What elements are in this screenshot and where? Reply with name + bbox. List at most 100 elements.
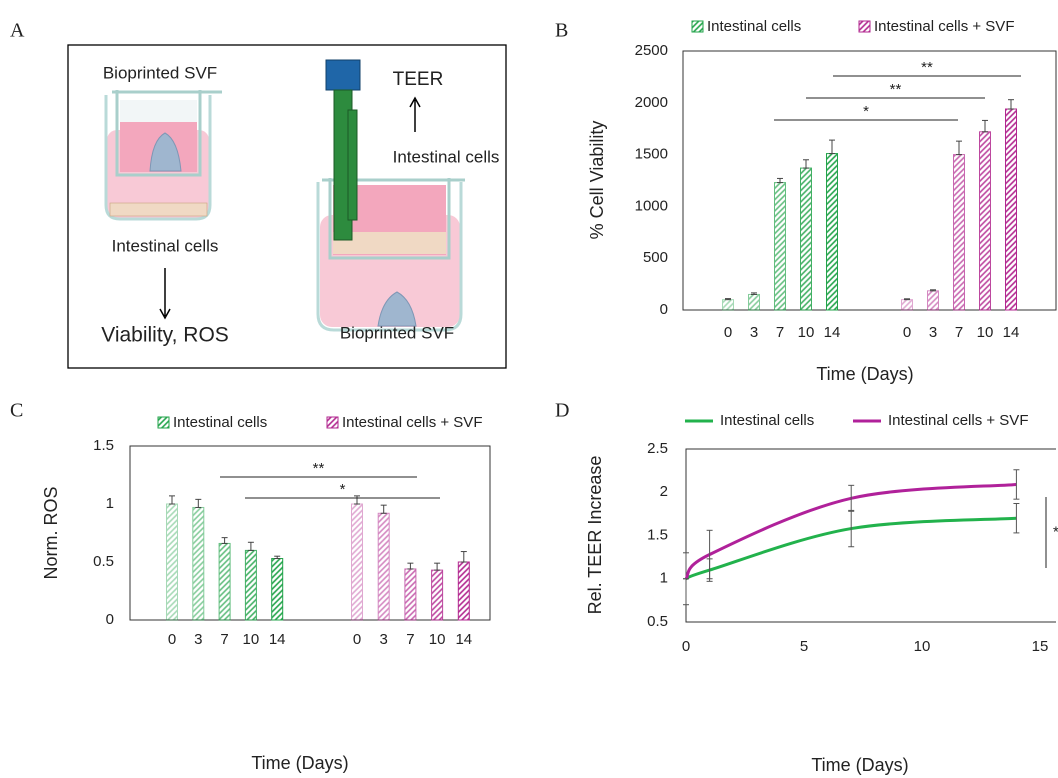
legend-label: Intestinal cells <box>707 18 801 35</box>
significance-label: * <box>1053 523 1058 540</box>
legend-swatch <box>858 20 871 33</box>
x-axis-label: Time (Days) <box>811 755 908 775</box>
x-tick-label: 10 <box>243 631 260 648</box>
bar <box>927 290 939 311</box>
bar <box>826 153 838 311</box>
bar <box>377 512 390 621</box>
significance-label: ** <box>890 81 902 98</box>
error-bar <box>434 562 441 571</box>
y-tick-label: 1000 <box>635 197 668 214</box>
error-bar <box>956 140 962 156</box>
legend-label: Intestinal cells + SVF <box>888 412 1028 429</box>
well <box>104 95 212 221</box>
x-tick-label: 3 <box>750 324 758 341</box>
x-axis-label: Time (Days) <box>816 364 913 384</box>
electrode-head <box>325 59 361 91</box>
x-tick-label: 10 <box>798 324 815 341</box>
series-line <box>684 482 1017 580</box>
bar <box>404 568 417 621</box>
cells <box>333 232 446 254</box>
error-bar <box>904 298 910 301</box>
y-tick-label: 0 <box>106 611 114 628</box>
diagram-label: Intestinal cells <box>112 236 219 255</box>
error-bar <box>221 537 228 544</box>
x-tick-label: 7 <box>955 324 963 341</box>
error-bar <box>829 139 835 155</box>
bar <box>271 558 284 621</box>
y-tick-label: 500 <box>643 249 668 266</box>
y-tick-label: 2.5 <box>647 440 668 457</box>
insert-wall <box>112 90 222 177</box>
bioprinted-svf <box>377 291 417 327</box>
x-tick-label: 15 <box>1032 638 1049 655</box>
bar <box>774 182 786 311</box>
x-tick-label: 14 <box>455 631 472 648</box>
panel-label: A <box>10 20 25 42</box>
x-tick-label: 14 <box>1003 324 1020 341</box>
diagram-label: TEER <box>393 69 444 90</box>
diagram-label: Bioprinted SVF <box>340 323 454 342</box>
y-tick-label: 1500 <box>635 146 668 163</box>
error-bar <box>777 177 783 184</box>
bar <box>748 293 760 311</box>
y-tick-label: 0.5 <box>93 553 114 570</box>
y-tick-label: 1.5 <box>647 526 668 543</box>
x-tick-label: 3 <box>380 631 388 648</box>
legend-label: Intestinal cells + SVF <box>874 18 1014 35</box>
error-bar <box>169 495 175 505</box>
significance-label: ** <box>313 460 325 477</box>
error-bar <box>706 529 713 580</box>
bar <box>457 561 470 621</box>
x-tick-label: 10 <box>977 324 994 341</box>
y-tick-label: 2500 <box>635 42 668 59</box>
bar <box>351 503 363 621</box>
legend-label: Intestinal cells <box>720 412 814 429</box>
bar <box>218 542 231 621</box>
error-bar <box>930 289 936 292</box>
x-tick-label: 0 <box>353 631 361 648</box>
x-tick-label: 10 <box>429 631 446 648</box>
legend-swatch <box>326 416 339 429</box>
x-tick-label: 14 <box>824 324 841 341</box>
legend-swatch <box>157 416 170 429</box>
diagram-label: Intestinal cells <box>393 147 500 166</box>
error-bar <box>380 504 387 514</box>
bar <box>192 506 205 621</box>
error-bar <box>982 119 988 133</box>
error-bar <box>848 484 855 512</box>
error-bar <box>1013 469 1020 500</box>
significance-label: * <box>863 103 869 120</box>
plot-frame <box>129 445 491 621</box>
x-tick-label: 7 <box>220 631 228 648</box>
bar <box>800 167 812 311</box>
error-bar <box>354 495 360 505</box>
bar <box>901 299 913 311</box>
y-tick-label: 2 <box>660 483 668 500</box>
bar <box>722 299 734 311</box>
y-tick-label: 1 <box>106 495 114 512</box>
y-tick-label: 0.5 <box>647 613 668 630</box>
x-tick-label: 0 <box>724 324 732 341</box>
x-tick-label: 14 <box>269 631 286 648</box>
diagram-label: Bioprinted SVF <box>103 63 217 82</box>
diagram-frame <box>67 44 507 369</box>
y-tick-label: 2000 <box>635 94 668 111</box>
x-tick-label: 5 <box>800 638 808 655</box>
arrow <box>409 96 421 132</box>
cells <box>109 202 208 217</box>
legend-label: Intestinal cells <box>173 414 267 431</box>
bar <box>431 569 444 621</box>
error-bar <box>460 551 467 563</box>
error-bar <box>803 159 809 169</box>
bar <box>979 131 991 311</box>
x-tick-label: 10 <box>914 638 931 655</box>
x-tick-label: 0 <box>682 638 690 655</box>
x-tick-label: 3 <box>194 631 202 648</box>
y-axis-label: Rel. TEER Increase <box>585 456 605 615</box>
x-tick-label: 3 <box>929 324 937 341</box>
significance-label: * <box>340 481 346 498</box>
x-tick-label: 0 <box>168 631 176 648</box>
error-bar <box>195 498 202 508</box>
electrode <box>347 109 358 221</box>
